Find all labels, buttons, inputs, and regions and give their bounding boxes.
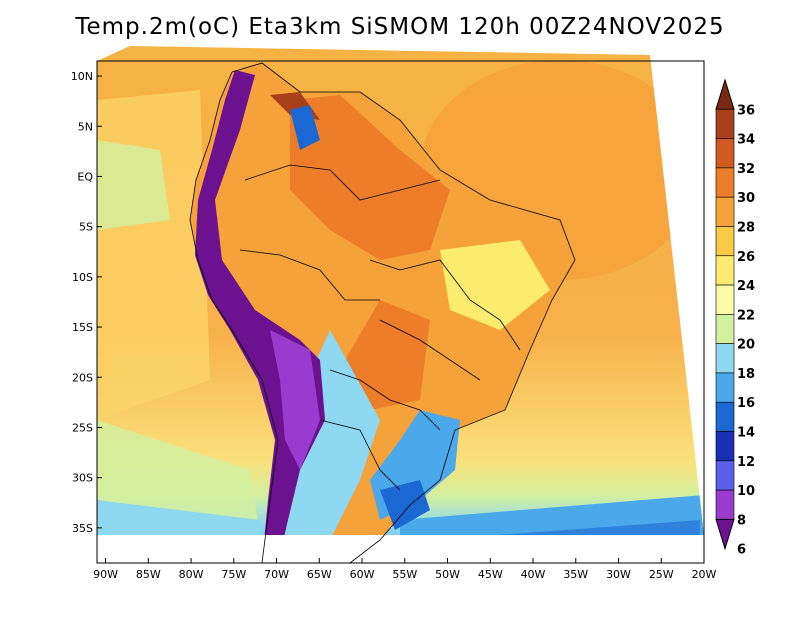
colorbar-swatch bbox=[715, 401, 735, 432]
colorbar-level-label: 10 bbox=[737, 484, 755, 499]
pacific-cool-patch bbox=[97, 140, 170, 230]
lon-tick-label: 35W bbox=[563, 568, 588, 581]
border-states-central bbox=[379, 319, 481, 381]
lat-tick-label: 30S bbox=[72, 472, 93, 485]
colorbar-level-label: 22 bbox=[737, 308, 755, 323]
colorbar-swatch bbox=[715, 314, 735, 344]
colorbar-swatch bbox=[715, 255, 735, 286]
colorbar-level-label: 12 bbox=[737, 455, 755, 470]
colorbar-level-label: 36 bbox=[737, 103, 755, 118]
lat-tick-label: 35S bbox=[72, 522, 93, 535]
colorbar-level-label: 6 bbox=[737, 543, 746, 558]
colorbar-swatch bbox=[715, 108, 735, 139]
colorbar-level-label: 30 bbox=[737, 191, 755, 206]
border-peru-bolivia bbox=[239, 249, 380, 301]
lat-tick-label: EQ bbox=[77, 170, 93, 183]
lon-tick-label: 25W bbox=[649, 568, 674, 581]
political-boundaries bbox=[189, 62, 576, 564]
coastline-west bbox=[189, 71, 279, 564]
cool-southern-cone bbox=[270, 330, 380, 535]
colorbar-swatch bbox=[715, 460, 735, 491]
plot-frame bbox=[96, 60, 705, 564]
border-paraguay bbox=[329, 369, 441, 431]
lat-tick-label: 10S bbox=[72, 271, 93, 284]
lon-tick-label: 45W bbox=[478, 568, 503, 581]
lon-tick-label: 20W bbox=[692, 568, 717, 581]
colorbar: 36 34 32 30 28 26 24 22 20 18 16 14 12 10 8 6 bbox=[715, 78, 755, 558]
colorbar-swatch bbox=[715, 196, 735, 227]
latitude-axis: 10N 5N EQ 5S 10S 15S 20S 25S 30S 35S bbox=[71, 70, 102, 535]
cold-south-brazil bbox=[380, 480, 430, 530]
colorbar-top-arrow bbox=[715, 78, 735, 110]
colorbar-level-label: 24 bbox=[737, 279, 755, 294]
south-pacific-cold bbox=[97, 500, 260, 535]
colorbar-level-label: 28 bbox=[737, 220, 755, 235]
colorbar-level-label: 26 bbox=[737, 250, 755, 265]
lon-tick-label: 65W bbox=[307, 568, 332, 581]
colorbar-level-label: 32 bbox=[737, 162, 755, 177]
lon-tick-label: 90W bbox=[93, 568, 118, 581]
colorbar-level-label: 18 bbox=[737, 367, 755, 382]
south-atlantic-colder bbox=[430, 520, 700, 535]
border-argentina bbox=[319, 419, 401, 491]
colorbar-level-label: 8 bbox=[737, 513, 746, 528]
lat-tick-label: 15S bbox=[72, 321, 93, 334]
colorbar-swatch bbox=[715, 284, 735, 315]
border-states-north bbox=[369, 259, 521, 351]
lat-tick-label: 25S bbox=[72, 421, 93, 434]
south-atlantic-cold bbox=[400, 495, 704, 535]
colorbar-level-label: 20 bbox=[737, 338, 755, 353]
colorbar-level-label: 14 bbox=[737, 426, 755, 441]
mild-northeast bbox=[440, 240, 550, 330]
colorbar-swatch bbox=[715, 167, 735, 198]
lon-tick-label: 75W bbox=[221, 568, 246, 581]
colorbar-swatch bbox=[715, 489, 735, 520]
venezuela-highland-cold bbox=[290, 105, 320, 150]
lon-tick-label: 40W bbox=[521, 568, 546, 581]
colorbar-swatch bbox=[715, 372, 735, 403]
colorbar-level-label: 16 bbox=[737, 396, 755, 411]
lat-tick-label: 20S bbox=[72, 371, 93, 384]
map-title: Temp.2m(oC) Eta3km SiSMOM 120h 00Z24NOV2… bbox=[75, 14, 725, 40]
colorbar-swatch bbox=[715, 343, 735, 374]
colorbar-level-label: 34 bbox=[737, 133, 755, 148]
colorbar-swatch bbox=[715, 431, 735, 462]
temperature-field bbox=[97, 46, 704, 535]
coastline-east bbox=[231, 62, 576, 564]
lon-tick-label: 70W bbox=[264, 568, 289, 581]
lat-tick-label: 5S bbox=[79, 221, 93, 234]
lon-tick-label: 55W bbox=[392, 568, 417, 581]
longitude-axis: 90W 85W 80W 75W 70W 65W 60W 55W 50W 45W 40W 35W 30W 2… bbox=[93, 558, 717, 581]
colorbar-swatch bbox=[715, 226, 735, 257]
lon-tick-label: 30W bbox=[606, 568, 631, 581]
lon-tick-label: 60W bbox=[350, 568, 375, 581]
lat-tick-label: 10N bbox=[71, 70, 93, 83]
pacific-field bbox=[97, 90, 210, 420]
lon-tick-label: 50W bbox=[435, 568, 460, 581]
colorbar-bottom-arrow bbox=[715, 518, 735, 551]
lat-tick-label: 5N bbox=[78, 120, 93, 133]
lon-tick-label: 85W bbox=[136, 568, 161, 581]
altiplano-cold bbox=[270, 330, 320, 470]
colorbar-swatch bbox=[715, 138, 735, 169]
border-north bbox=[244, 164, 441, 201]
hot-interior-north bbox=[290, 95, 450, 260]
lon-tick-label: 80W bbox=[179, 568, 204, 581]
hot-interior-south bbox=[345, 300, 430, 410]
